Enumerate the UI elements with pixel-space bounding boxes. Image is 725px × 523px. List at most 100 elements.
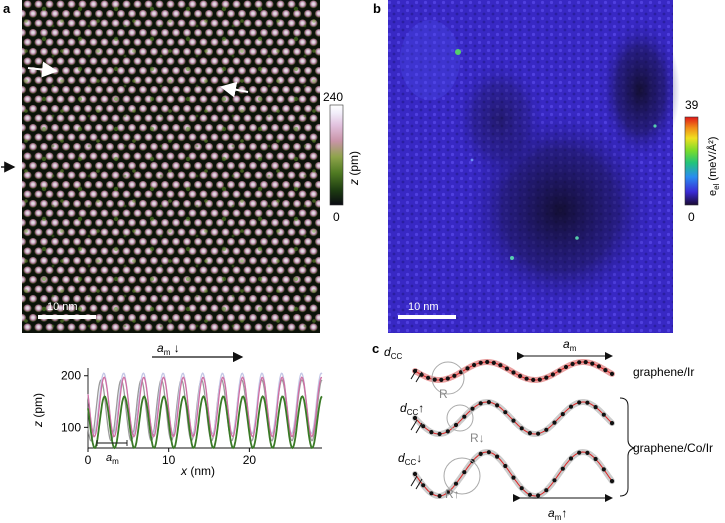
chain-atom — [445, 376, 450, 381]
row1-dcc-label: dCC — [384, 345, 402, 361]
chain-atom — [421, 424, 426, 429]
chain-atom — [421, 483, 426, 488]
colorbar-a-title-main: z — [347, 179, 361, 186]
colorbar-b-title-unit: (meV/Å²) — [706, 137, 719, 184]
x-tick-label: 0 — [85, 453, 92, 467]
scalebar-a-label: 10 nm — [47, 301, 78, 313]
energy-map-b — [388, 0, 680, 333]
dcc-marker — [410, 419, 423, 434]
chain-atom — [462, 414, 467, 419]
chain-atom — [432, 377, 437, 382]
colorbar-b — [684, 116, 699, 206]
chain-atom — [511, 475, 516, 480]
chain-atom — [453, 422, 459, 428]
chain-atom — [593, 456, 598, 462]
chain-atom — [437, 493, 442, 499]
x-tick-label: 10 — [162, 453, 176, 467]
chart-series-group — [87, 372, 323, 450]
chart-top-annotation: am ↓ — [157, 341, 180, 357]
chain-atom — [412, 471, 418, 477]
chain-atom — [585, 400, 590, 405]
panel-a-label: a — [3, 1, 11, 16]
chain-atom — [601, 467, 606, 472]
chain-atom — [590, 361, 595, 366]
row2-dcc-label: dCC↑ — [400, 401, 424, 417]
chain-atom — [531, 377, 536, 382]
chain-atom — [518, 373, 523, 379]
chart-period-marker — [96, 440, 128, 446]
chain-atom — [544, 488, 549, 493]
chain-atom — [524, 376, 529, 381]
chain-atom — [503, 410, 508, 415]
brace-label: graphene/Co/Ir — [633, 441, 713, 455]
chain-atom — [583, 360, 588, 365]
chain-atom — [491, 360, 496, 365]
chain-atom — [577, 450, 582, 455]
row3-dcc-sub: CC — [405, 458, 417, 467]
chain-atom — [445, 490, 450, 495]
chart-xlabel-main: x — [180, 464, 188, 478]
row3-am-label: am↑ — [548, 506, 567, 522]
scalebar-b-label: 10 nm — [408, 301, 439, 313]
chart-xlabel: x (nm) — [180, 464, 215, 478]
chart-ticks-group: 0 10 20 100 200 — [61, 369, 256, 467]
chain-atom — [568, 456, 574, 461]
graphene-chains — [410, 359, 615, 500]
white-arrow-right — [27, 61, 58, 78]
chain-atom — [596, 364, 602, 369]
chain-atom — [527, 431, 533, 436]
chain-atom — [498, 363, 503, 368]
chain-atom — [519, 426, 524, 431]
chart-ylabel: z (pm) — [31, 393, 45, 428]
row1-name: graphene/Ir — [633, 365, 694, 379]
chain-atom — [560, 466, 565, 471]
row2-r-arrow: ↓ — [479, 431, 485, 445]
chain-atom — [511, 370, 516, 375]
row1-dcc-main: d — [384, 345, 391, 359]
curvature-circle — [431, 361, 465, 395]
chain-atom — [570, 361, 575, 367]
chain-atom — [603, 368, 608, 373]
chain-atom — [609, 371, 615, 376]
x-tick-label: 20 — [243, 453, 257, 467]
chart-period-label: am — [106, 452, 119, 466]
chart-ylabel-main: z — [31, 421, 45, 428]
brace — [619, 397, 636, 497]
chain-atom — [478, 451, 483, 456]
scalebar-a — [38, 315, 96, 319]
series-line-1 — [87, 378, 323, 442]
chain-atom — [560, 412, 565, 417]
row3-am-sub: m — [555, 513, 562, 522]
y-tick-label: 200 — [61, 369, 81, 383]
row2-r-main: R — [470, 431, 479, 445]
colorbar-b-min: 0 — [688, 210, 695, 224]
chain-atom — [437, 431, 442, 437]
colorbar-b-title-main: e — [707, 190, 719, 196]
chain-atom — [485, 359, 490, 365]
row3-r-arrow: ↑ — [454, 487, 460, 501]
chain-atom — [486, 400, 491, 405]
colorbar-a-title-unit: (pm) — [347, 151, 361, 179]
dcc-marker — [410, 475, 423, 490]
chain-atom — [585, 450, 590, 455]
chain-atom — [519, 486, 524, 491]
row3-dcc-label: dCC↓ — [398, 451, 422, 467]
row1-am-main: a — [563, 337, 570, 351]
chain-band — [412, 398, 615, 438]
colorbar-b-max: 39 — [685, 98, 699, 112]
scalebar-b — [398, 315, 456, 319]
colorbar-a-title: z (pm) — [347, 151, 361, 186]
chain-atom — [445, 429, 450, 434]
panel-b-label: b — [373, 1, 381, 16]
chain-atom — [486, 450, 491, 455]
colorbar-a — [329, 104, 344, 206]
chain-atom — [550, 372, 556, 377]
row2-dcc-main: d — [400, 401, 407, 415]
series-line-3 — [87, 376, 323, 438]
row1-dcc-sub: CC — [391, 352, 403, 361]
row3-am-main: a — [548, 506, 555, 520]
curvature-circle — [446, 404, 474, 432]
colorbar-b-title-sub: el — [712, 183, 721, 189]
